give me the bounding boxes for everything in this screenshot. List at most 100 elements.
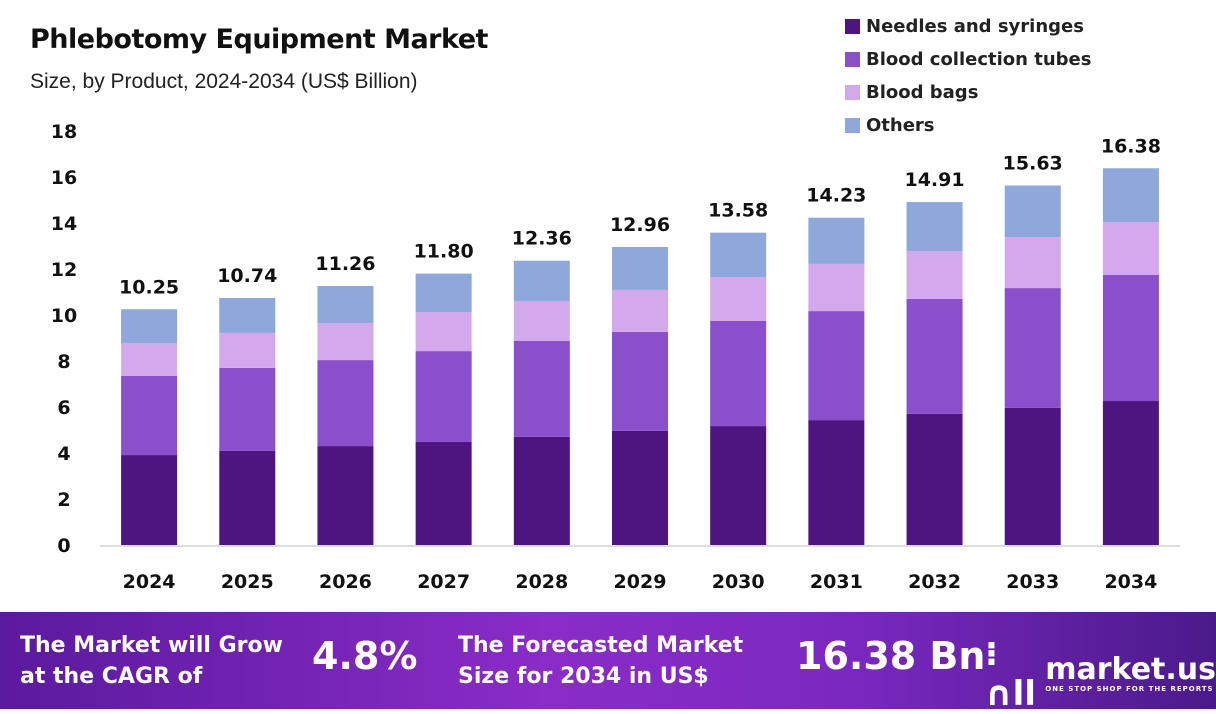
bar-segment [219,297,276,333]
legend-swatch [845,85,860,100]
bar-segment [1004,237,1061,289]
x-tick-label: 2030 [712,571,765,593]
bar-segment [219,450,276,545]
cagr-value: 4.8% [312,634,418,678]
bar-segment [415,273,472,313]
total-label: 14.91 [904,169,964,191]
y-tick-label: 10 [51,305,77,327]
bar-segment [710,320,767,427]
forecast-label: The Forecasted Market Size for 2034 in U… [458,633,744,689]
bar-segment [513,340,570,437]
bar-segment [808,263,865,312]
logo-mark-icon: ⁝∩ll [985,634,1036,714]
chart-title: Phlebotomy Equipment Market [30,24,488,55]
total-label: 14.23 [806,185,866,207]
bar-segment [906,413,963,545]
y-tick-label: 8 [57,351,70,373]
bar-segment [415,351,472,442]
bar-segment [513,436,570,545]
legend-item: Blood bags [845,76,1091,109]
bar-segment [710,426,767,545]
cagr-label: The Market will Grow at the CAGR of [20,633,283,689]
bar-segment [710,277,767,321]
bar-segment [1102,168,1159,223]
bar-segment [121,455,178,545]
bar-segment [121,343,178,376]
legend-item: Blood collection tubes [845,43,1091,76]
x-tick-label: 2025 [221,571,274,593]
y-tick-label: 12 [51,259,77,281]
forecast-value: 16.38 Bn [796,634,986,678]
bar-segment [612,430,668,545]
legend-label: Needles and syringes [866,16,1084,37]
x-tick-label: 2034 [1104,571,1157,593]
bar-segment [1004,407,1061,545]
total-label: 15.63 [1003,153,1063,175]
y-tick-label: 4 [57,443,70,465]
y-tick-label: 18 [51,121,77,143]
total-label: 10.74 [217,265,277,287]
bar-segment [219,367,276,451]
bar-segment [317,323,374,361]
bar-segment [1102,401,1159,545]
stacked-bar-chart: 0 2 4 6 8 10 12 14 16 18 10.25 2024 10.74 2025 11.26 20… [51,121,1180,593]
bar-segment [612,332,668,431]
legend-item: Others [845,109,1091,142]
bar-segment [219,332,276,368]
bar-segment [317,446,374,545]
total-label: 11.80 [414,241,474,263]
legend-swatch [845,19,860,34]
x-tick-label: 2033 [1006,571,1059,593]
legend-label: Blood collection tubes [866,49,1092,70]
legend-item: Needles and syringes [845,10,1091,43]
bar-segment [317,360,374,447]
bar-segment [121,375,178,456]
bar-segment [513,300,570,341]
market-us-logo: ⁝∩ll market.us ONE STOP SHOP FOR THE REP… [985,634,1216,714]
bar-segment [1102,274,1159,402]
x-tick-label: 2026 [319,571,372,593]
logo-tagline: ONE STOP SHOP FOR THE REPORTS [1045,685,1214,693]
y-tick-label: 2 [57,489,70,511]
bar-segment [1004,288,1061,408]
y-tick-label: 6 [57,397,70,419]
total-label: 13.58 [708,200,768,222]
bar-segment [415,441,472,545]
bar-segment [808,217,865,264]
legend-label: Blood bags [866,82,979,103]
y-tick-label: 0 [57,535,70,557]
bar-segment [710,232,767,278]
x-tick-label: 2024 [123,571,176,593]
total-label: 10.25 [119,276,179,298]
total-label: 16.38 [1101,135,1161,157]
x-tick-label: 2032 [908,571,961,593]
bar-segment [612,289,668,333]
total-label: 12.36 [512,228,572,250]
x-tick-label: 2028 [515,571,568,593]
legend-label: Others [866,115,935,136]
total-label: 11.26 [315,253,375,275]
summary-banner: The Market will Grow at the CAGR of 4.8%… [0,612,1216,714]
bar-segment [808,311,865,421]
legend: Needles and syringes Blood collection tu… [845,10,1091,142]
bar-segment [121,309,178,344]
y-tick-label: 16 [51,167,77,189]
bar-segment [415,312,472,352]
bar-segment [513,260,570,301]
bar-segment [1004,185,1061,238]
x-tick-label: 2029 [614,571,667,593]
legend-swatch [845,118,860,133]
total-label: 12.96 [610,214,670,236]
x-tick-label: 2027 [417,571,470,593]
x-tick-label: 2031 [810,571,863,593]
bar-segment [612,246,668,290]
bar-segment [906,298,963,414]
chart-subtitle: Size, by Product, 2024-2034 (US$ Billion… [30,70,418,93]
y-tick-label: 14 [51,213,77,235]
bar-segment [1102,222,1159,275]
legend-swatch [845,52,860,67]
bar-segment [808,420,865,545]
bar-segment [906,251,963,299]
bar-segment [317,286,374,324]
logo-name: market.us [1045,652,1216,687]
